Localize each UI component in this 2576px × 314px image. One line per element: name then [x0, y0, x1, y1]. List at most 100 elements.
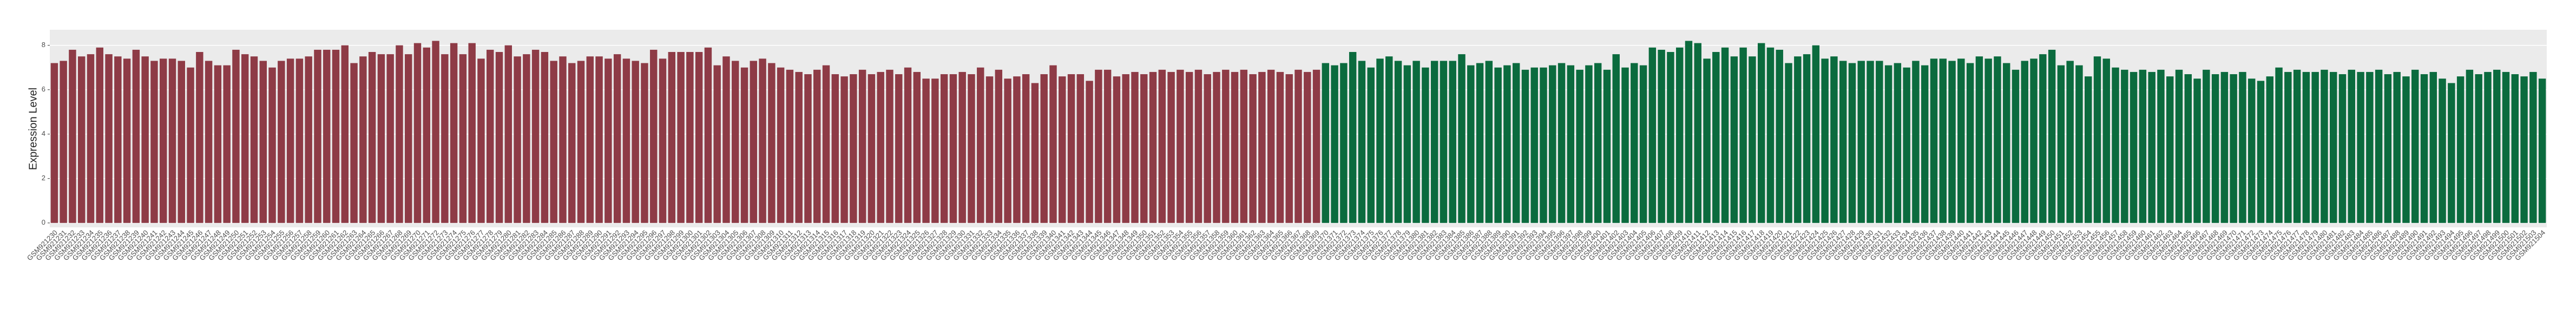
- bar: [2112, 67, 2119, 223]
- bar: [1031, 83, 1039, 223]
- bar: [850, 74, 857, 223]
- bar: [1530, 67, 1538, 223]
- bar: [1059, 76, 1066, 223]
- bar: [1821, 58, 1829, 223]
- bar: [2066, 61, 2074, 223]
- bar: [1249, 74, 1257, 223]
- bar: [2520, 76, 2528, 223]
- bar: [1612, 54, 1620, 223]
- bar: [1322, 63, 1330, 223]
- y-tick-label: 0: [42, 218, 45, 226]
- bar: [641, 63, 648, 223]
- bar: [305, 56, 312, 223]
- bar: [1766, 47, 1775, 223]
- bar: [795, 71, 803, 223]
- bar: [958, 71, 966, 223]
- bar: [114, 56, 122, 223]
- bar: [2075, 65, 2083, 223]
- bar: [2357, 71, 2364, 223]
- bar: [60, 61, 67, 223]
- bar: [1558, 63, 1566, 223]
- bar: [1803, 54, 1811, 223]
- bar: [377, 54, 385, 223]
- bar: [2248, 78, 2256, 223]
- bar: [1122, 74, 1129, 223]
- bar: [1948, 61, 1956, 223]
- bar: [677, 52, 685, 223]
- bar: [1013, 76, 1021, 223]
- bar: [895, 74, 903, 223]
- bar: [1358, 61, 1366, 223]
- bar: [568, 63, 576, 223]
- bar: [1594, 63, 1602, 223]
- bar: [831, 74, 839, 223]
- bar: [2093, 56, 2101, 223]
- bar: [2393, 71, 2401, 223]
- bar: [2148, 71, 2156, 223]
- bar: [977, 67, 984, 223]
- bar: [2193, 78, 2201, 223]
- bar: [259, 61, 267, 223]
- bar: [1631, 63, 1638, 223]
- bar: [2411, 69, 2419, 223]
- bar: [2538, 78, 2546, 223]
- bar: [1930, 58, 1938, 223]
- bar: [1167, 71, 1175, 223]
- bar: [913, 71, 921, 223]
- bar: [1812, 45, 1820, 223]
- bar: [1603, 69, 1611, 223]
- bar: [1430, 61, 1438, 223]
- bar: [386, 54, 394, 223]
- bar: [160, 58, 167, 223]
- bar: [1730, 56, 1738, 223]
- bar: [1394, 61, 1402, 223]
- bar: [78, 56, 86, 223]
- bar: [1222, 69, 1230, 223]
- bar: [96, 47, 103, 223]
- bar: [1921, 65, 1929, 223]
- bar: [2456, 76, 2465, 223]
- bar: [132, 49, 140, 223]
- bar: [2039, 54, 2047, 223]
- bar: [2321, 69, 2328, 223]
- bar: [1086, 81, 1093, 223]
- bar: [622, 58, 630, 223]
- bar: [2139, 69, 2147, 223]
- bar: [2184, 74, 2192, 223]
- bar: [1867, 61, 1874, 223]
- bar: [1204, 74, 1211, 223]
- bar: [1703, 58, 1711, 223]
- bar: [141, 56, 149, 223]
- bar: [840, 76, 848, 223]
- bar: [1240, 69, 1248, 223]
- bar: [858, 69, 866, 223]
- bar: [2529, 71, 2537, 223]
- bar: [396, 45, 403, 223]
- bar: [487, 49, 494, 223]
- bar: [1794, 56, 1802, 223]
- bar: [1294, 69, 1302, 223]
- bar: [1004, 78, 1011, 223]
- bar: [50, 63, 58, 223]
- bar: [1939, 58, 1947, 223]
- bar: [1549, 65, 1556, 223]
- bar: [432, 41, 439, 223]
- bar: [2012, 69, 2020, 223]
- bar: [250, 56, 258, 223]
- bar: [2384, 74, 2392, 223]
- bar: [2302, 71, 2310, 223]
- bar: [1331, 65, 1338, 223]
- bar: [650, 49, 658, 223]
- bar: [1567, 65, 1575, 223]
- bar: [2211, 74, 2219, 223]
- bar: [1576, 69, 1583, 223]
- bar: [759, 58, 766, 223]
- bar: [1984, 58, 1992, 223]
- bar: [1067, 74, 1075, 223]
- bar: [2284, 71, 2292, 223]
- bar: [2448, 83, 2455, 223]
- bar: [595, 56, 603, 223]
- bar: [1521, 69, 1529, 223]
- bar: [1639, 65, 1647, 223]
- bar: [1403, 65, 1411, 223]
